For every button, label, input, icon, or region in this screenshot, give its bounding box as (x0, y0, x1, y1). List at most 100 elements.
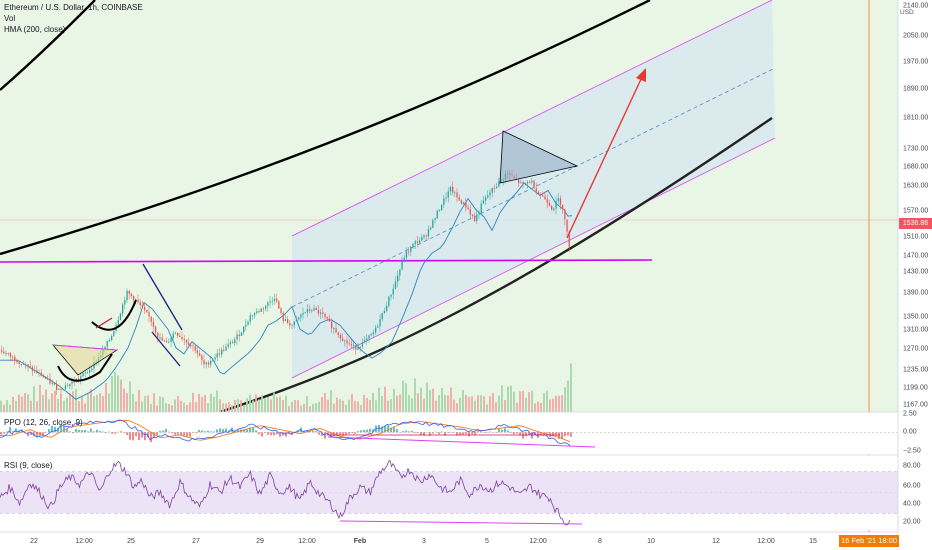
ppo-histogram-bar (459, 432, 461, 436)
volume-bar (348, 399, 350, 412)
candle-body (313, 308, 315, 311)
ppo-background (0, 412, 898, 454)
volume-bar (231, 405, 233, 412)
candle-body (130, 293, 133, 297)
ppo-histogram-bar (264, 432, 266, 433)
ppo-histogram-bar (471, 432, 473, 435)
candle-body (190, 345, 192, 346)
hma-legend: HMA (200, close) (4, 25, 66, 34)
ppo-histogram-bar (162, 430, 164, 433)
candle-body (185, 340, 188, 343)
ppo-pane[interactable] (0, 411, 898, 454)
candle-body (370, 334, 372, 336)
ppo-histogram-bar (72, 432, 74, 434)
candle-body (306, 309, 309, 313)
candle-body (300, 314, 302, 318)
candle-body (405, 251, 408, 258)
volume-bar (537, 401, 539, 412)
volume-bar (84, 403, 86, 412)
ppo-histogram-bar (468, 432, 470, 437)
ppo-histogram-bar (513, 432, 515, 435)
ppo-histogram-bar (180, 432, 182, 436)
candle-body (229, 342, 232, 345)
candle-body (117, 320, 119, 325)
candle-body (478, 212, 480, 215)
candle-body (232, 342, 234, 344)
volume-bar (519, 391, 521, 412)
candle-body (355, 345, 357, 350)
ppo-histogram-bar (525, 432, 527, 437)
candle-body (196, 350, 199, 354)
ppo-histogram-bar (216, 429, 218, 433)
price-pane[interactable] (0, 0, 898, 535)
volume-bar (408, 395, 410, 412)
ppo-histogram-bar (234, 430, 236, 433)
candle-body (260, 308, 262, 312)
candle-body (148, 312, 150, 317)
ppo-histogram-bar (42, 432, 44, 436)
candle-body (412, 243, 414, 247)
candle-body (471, 214, 474, 216)
candle-body (568, 231, 570, 248)
candle-body (559, 198, 562, 205)
candle-body (82, 373, 84, 377)
channel-lower-line (291, 137, 776, 379)
volume-bar (504, 400, 506, 412)
candle-body (482, 200, 485, 204)
candle-body (177, 332, 179, 336)
candle-body (278, 301, 280, 309)
volume-bar (36, 401, 38, 412)
volume-bar (414, 378, 416, 412)
candle-body (311, 310, 313, 312)
volume-bar (120, 379, 122, 412)
ppo-histogram-bar (159, 430, 161, 433)
ppo-histogram-bar (528, 432, 530, 435)
price-tick-label: 1730.00 (903, 146, 928, 153)
ppo-histogram-bar (342, 432, 344, 436)
candle-body (291, 325, 293, 326)
candle-body (174, 332, 177, 334)
ppo-histogram-bar (33, 432, 35, 437)
main-legend: Ethereum / U.S. Dollar, 1h, COINBASE Vol… (4, 2, 143, 35)
candle-body (62, 389, 64, 391)
volume-bar (402, 380, 404, 412)
candle-body (531, 180, 533, 183)
volume-bar (222, 403, 224, 412)
volume-bar (546, 390, 548, 412)
volume-bar (111, 376, 113, 412)
ppo-histogram-bar (546, 432, 548, 434)
candle-body (392, 288, 394, 295)
ppo-histogram-bar (450, 432, 452, 433)
candle-body (421, 237, 423, 241)
candle-body (309, 309, 311, 311)
ppo-histogram-bar (378, 424, 380, 433)
volume-bar (477, 395, 479, 412)
volume-bar (435, 400, 437, 412)
candle-body (460, 200, 463, 205)
candle-body (256, 311, 258, 314)
ppo-histogram-bar (147, 432, 149, 438)
volume-bar (438, 395, 440, 412)
candle-body (381, 313, 383, 320)
rsi-pane[interactable] (0, 454, 898, 530)
volume-bar (327, 399, 329, 412)
volume-bar (81, 395, 83, 412)
volume-bar (417, 393, 419, 412)
price-tick-label: 1350.00 (903, 314, 928, 321)
candle-body (20, 363, 23, 365)
candle-body (542, 195, 544, 197)
time-tick-label: 12:00 (75, 538, 93, 545)
rsi-band (0, 471, 898, 514)
volume-bar (393, 388, 395, 412)
candle-body (201, 355, 203, 360)
ppo-histogram-bar (249, 427, 251, 433)
volume-bar (237, 399, 239, 412)
small-flag-line (95, 317, 113, 329)
candle-body (397, 275, 399, 282)
candle-body (223, 349, 225, 351)
volume-bar (291, 401, 293, 412)
ppo-histogram-bar (315, 431, 317, 433)
ppo-histogram-bar (444, 432, 446, 436)
